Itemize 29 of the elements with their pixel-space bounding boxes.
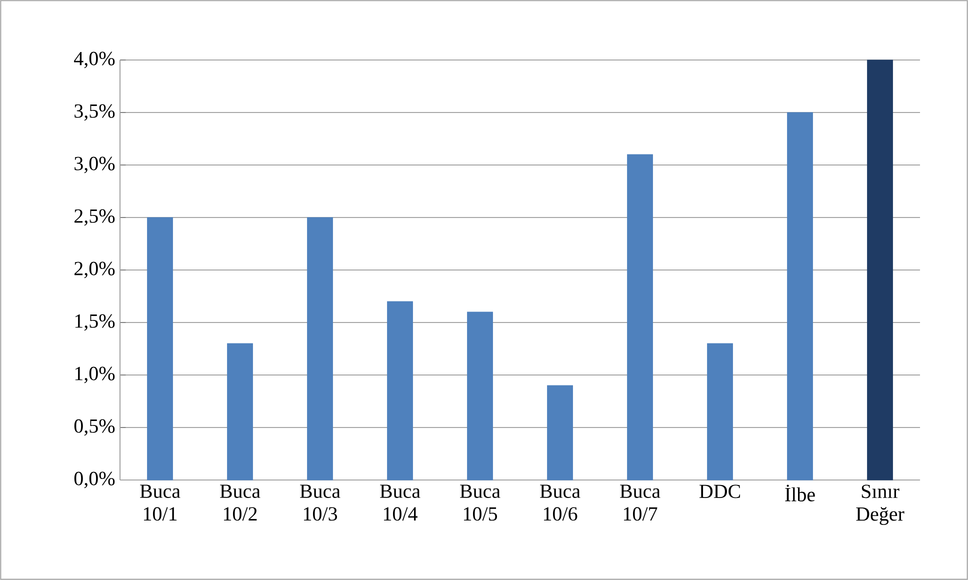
y-tick-label: 4,0% xyxy=(74,52,115,68)
bar xyxy=(467,312,493,480)
bar xyxy=(787,112,813,480)
bar xyxy=(227,343,253,480)
x-tick-label: Sınır Değer xyxy=(856,484,904,525)
y-tick-label: 1,5% xyxy=(75,314,115,331)
x-tick-label: Buca 10/5 xyxy=(460,484,500,521)
y-tick-label: 3,5% xyxy=(74,104,115,121)
bar xyxy=(627,154,653,480)
y-tick-label: 3,0% xyxy=(74,156,115,174)
x-tick-label: Buca 10/2 xyxy=(220,484,260,521)
y-tick-label: 2,5% xyxy=(74,209,115,226)
x-tick-label: DDC xyxy=(699,484,740,498)
x-tick-label: Buca 10/4 xyxy=(380,484,420,521)
bar xyxy=(547,385,573,480)
bar xyxy=(867,60,893,480)
x-tick-label: Buca 10/1 xyxy=(140,484,180,521)
bar xyxy=(147,217,173,480)
x-tick-label: Buca 10/7 xyxy=(620,484,660,521)
x-tick-label: Buca 10/3 xyxy=(300,484,340,521)
x-tick-label: İlbe xyxy=(785,484,815,502)
bar xyxy=(307,217,333,480)
y-tick-label: 0,5% xyxy=(74,419,115,436)
x-tick-label: Buca 10/6 xyxy=(540,484,580,521)
bar xyxy=(707,343,733,480)
y-tick-label: 0,0% xyxy=(74,472,115,488)
bar xyxy=(387,301,413,480)
y-tick-label: 1,0% xyxy=(75,366,115,384)
y-tick-label: 2,0% xyxy=(74,262,115,278)
